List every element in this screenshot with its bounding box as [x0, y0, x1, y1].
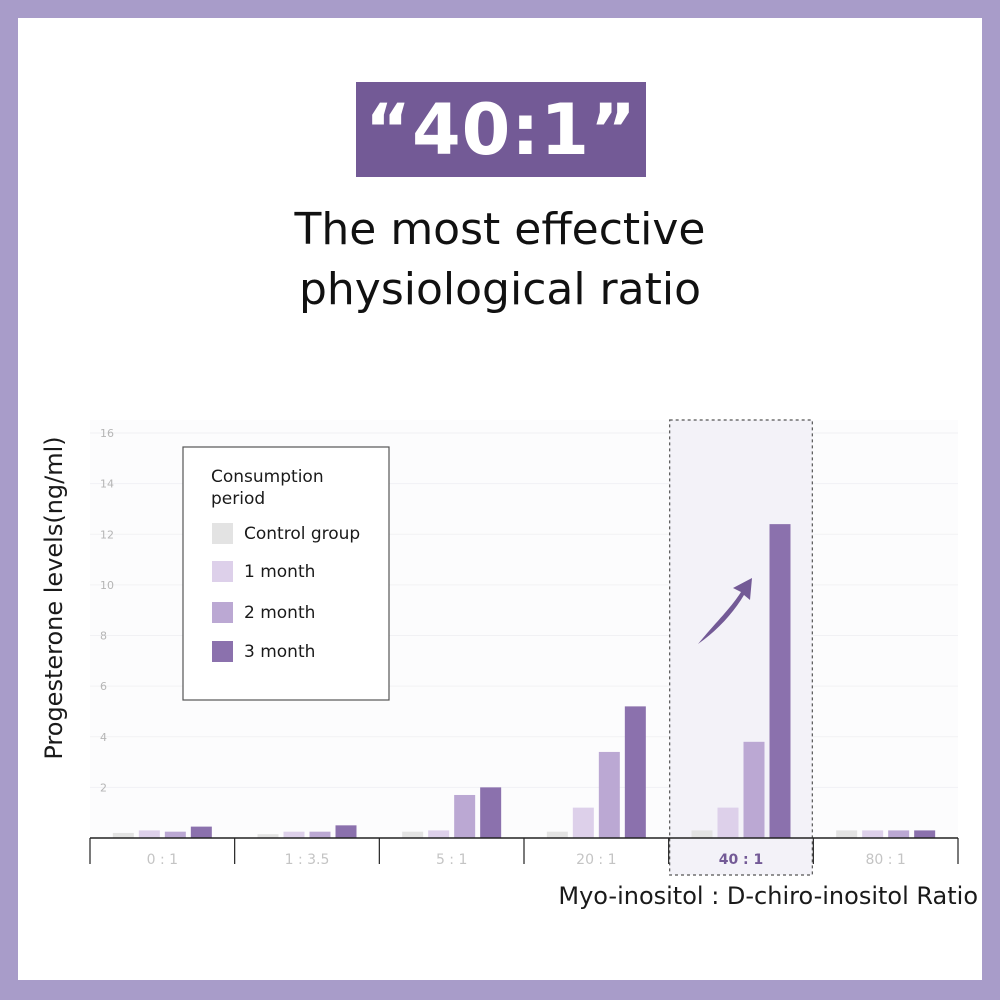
legend: Consumption period Control group 1 month 2…: [182, 446, 390, 701]
bar: [335, 825, 357, 838]
bar: [914, 830, 936, 838]
legend-title-line-2: period: [211, 489, 265, 509]
x-tick-label: 0 : 1: [147, 852, 178, 868]
bar: [862, 830, 884, 838]
x-tick-label: 5 : 1: [436, 852, 467, 868]
x-tick-label: 40 : 1: [719, 852, 764, 868]
x-tick-label: 80 : 1: [865, 852, 905, 868]
x-tick-labels: 0 : 1 1 : 3.5 5 : 1 20 : 1 40 : 1 80 : 1: [147, 852, 906, 868]
x-tick-marks: [89, 838, 959, 864]
legend-swatch: [212, 602, 233, 623]
y-tick-label: 12: [100, 528, 114, 541]
bar: [769, 524, 791, 838]
x-tick-label: 1 : 3.5: [285, 852, 330, 868]
legend-items: Control group 1 month 2 month 3 month: [212, 523, 360, 662]
bar: [283, 831, 305, 838]
legend-label: 3 month: [244, 642, 315, 662]
y-tick-label: 4: [100, 731, 107, 744]
bar: [480, 787, 502, 838]
bar: [598, 751, 620, 838]
x-tick-label: 20 : 1: [576, 852, 616, 868]
headline-line-1: The most effective: [294, 204, 706, 255]
y-tick-label: 2: [100, 781, 107, 794]
legend-label: Control group: [244, 524, 360, 544]
bar: [428, 830, 450, 838]
y-tick-label: 10: [100, 579, 114, 592]
bar: [190, 826, 212, 838]
bar: [402, 831, 424, 838]
bar: [309, 831, 331, 838]
bar: [888, 830, 910, 838]
y-tick-label: 16: [100, 427, 114, 440]
ratio-badge: “40:1”: [356, 82, 646, 177]
bar: [691, 830, 713, 838]
legend-swatch: [212, 561, 233, 582]
bar: [717, 807, 739, 838]
bar: [624, 706, 646, 838]
legend-label: 2 month: [244, 603, 315, 623]
bar: [572, 807, 594, 838]
bar: [546, 831, 568, 838]
bar: [138, 830, 160, 838]
y-tick-labels: 2 4 6 8 10 12 14 16: [100, 427, 114, 794]
bar: [836, 830, 858, 838]
legend-label: 1 month: [244, 562, 315, 582]
headline: The most effective physiological ratio: [18, 200, 982, 320]
bar: [112, 832, 134, 838]
bar: [743, 741, 765, 838]
y-tick-label: 14: [100, 478, 114, 491]
y-axis-label: Progesterone levels(ng/ml): [40, 436, 68, 759]
highlight-box: [669, 419, 813, 876]
legend-swatch: [212, 641, 233, 662]
bars: [112, 524, 936, 838]
bar: [454, 794, 476, 838]
x-axis-title: Myo-inositol : D-chiro-inositol Ratio: [558, 882, 978, 910]
y-tick-label: 8: [100, 630, 107, 643]
legend-swatch: [212, 523, 233, 544]
bar: [164, 831, 186, 838]
y-tick-label: 6: [100, 680, 107, 693]
up-arrow-icon: [698, 578, 752, 644]
bar: [257, 834, 279, 838]
legend-title-line-1: Consumption: [211, 467, 324, 487]
headline-line-2: physiological ratio: [298, 264, 702, 315]
